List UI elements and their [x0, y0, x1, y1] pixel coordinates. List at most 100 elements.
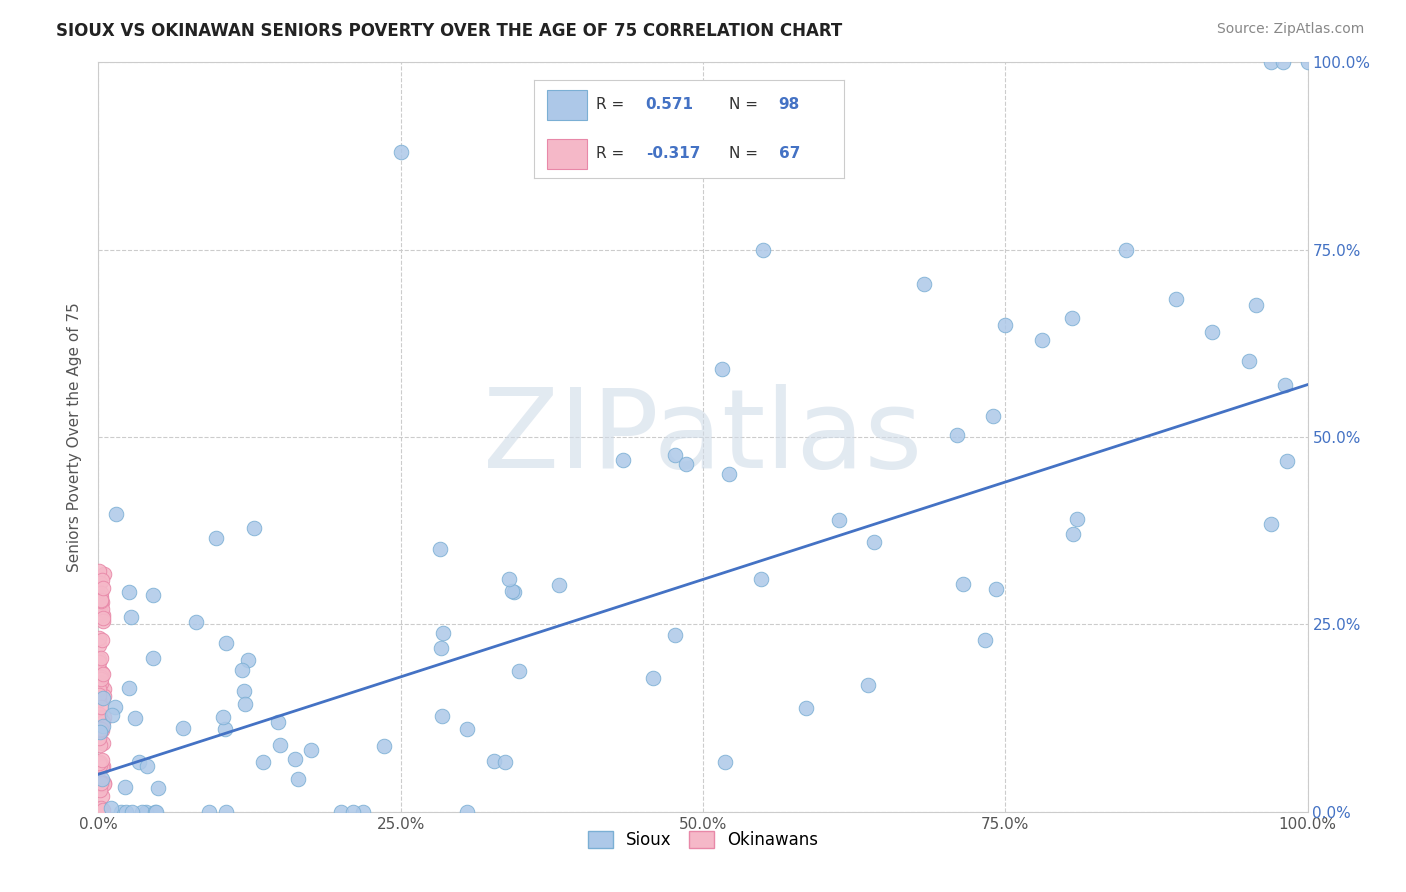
- Point: [90, 675, 112, 690]
- Point: [432, 626, 454, 640]
- Point: [198, 805, 221, 819]
- Point: [91, 666, 114, 681]
- Point: [91, 759, 114, 773]
- Point: [104, 508, 127, 522]
- Point: [93, 681, 115, 696]
- Point: [827, 513, 849, 527]
- Point: [752, 243, 775, 257]
- Point: [1166, 292, 1188, 306]
- Point: [93, 776, 115, 790]
- Point: [87, 638, 110, 652]
- Point: [90, 594, 112, 608]
- Point: [1201, 325, 1223, 339]
- Text: R =: R =: [596, 146, 624, 161]
- Point: [269, 738, 291, 752]
- Point: [87, 652, 110, 666]
- Point: [231, 664, 253, 678]
- Point: [994, 318, 1017, 332]
- Point: [717, 467, 740, 481]
- Point: [89, 724, 111, 739]
- Point: [89, 723, 111, 737]
- Point: [87, 707, 110, 722]
- Point: [184, 615, 207, 630]
- Point: [87, 631, 110, 645]
- Point: [90, 574, 112, 588]
- Point: [89, 598, 111, 612]
- Point: [135, 805, 157, 819]
- Point: [87, 681, 110, 696]
- Point: [456, 805, 478, 819]
- Point: [232, 684, 254, 698]
- Text: -0.317: -0.317: [645, 146, 700, 161]
- Point: [1237, 353, 1260, 368]
- Point: [89, 576, 111, 591]
- Point: [946, 428, 969, 442]
- Point: [87, 564, 110, 578]
- Point: [342, 805, 364, 819]
- Point: [675, 457, 697, 471]
- Text: SIOUX VS OKINAWAN SENIORS POVERTY OVER THE AGE OF 75 CORRELATION CHART: SIOUX VS OKINAWAN SENIORS POVERTY OVER T…: [56, 22, 842, 40]
- Point: [862, 534, 884, 549]
- Point: [749, 572, 772, 586]
- Point: [91, 582, 114, 596]
- Point: [146, 780, 169, 795]
- Point: [91, 719, 114, 733]
- Point: [89, 677, 111, 691]
- Point: [548, 578, 571, 592]
- Point: [1260, 516, 1282, 531]
- Text: N =: N =: [730, 97, 758, 112]
- Point: [110, 805, 132, 819]
- Bar: [547, 90, 586, 120]
- Point: [664, 448, 686, 462]
- Point: [117, 681, 139, 695]
- Point: [1060, 310, 1083, 325]
- Point: [91, 667, 114, 681]
- Point: [89, 607, 111, 621]
- Point: [87, 692, 110, 706]
- Point: [89, 608, 111, 623]
- Point: [503, 584, 526, 599]
- Point: [90, 593, 112, 607]
- Point: [267, 714, 290, 729]
- Point: [284, 752, 307, 766]
- Point: [91, 723, 114, 737]
- Point: [124, 711, 146, 725]
- Point: [90, 805, 112, 819]
- Point: [429, 640, 451, 655]
- Point: [432, 708, 454, 723]
- Point: [90, 801, 112, 815]
- Point: [90, 651, 112, 665]
- Point: [287, 772, 309, 786]
- Point: [429, 542, 451, 557]
- Point: [456, 722, 478, 736]
- Point: [87, 756, 110, 771]
- Point: [90, 595, 112, 609]
- Point: [90, 789, 112, 803]
- Point: [1296, 55, 1319, 70]
- Point: [1115, 243, 1137, 257]
- Point: [104, 700, 127, 714]
- Point: [114, 780, 136, 795]
- Bar: [547, 139, 586, 169]
- Point: [984, 582, 1007, 596]
- Point: [1246, 298, 1268, 312]
- Point: [93, 566, 115, 581]
- Point: [172, 721, 194, 735]
- Point: [142, 650, 165, 665]
- Point: [90, 670, 112, 684]
- Point: [93, 689, 115, 703]
- Point: [1066, 512, 1088, 526]
- Point: [89, 606, 111, 620]
- Point: [981, 409, 1004, 423]
- Point: [90, 722, 112, 736]
- Text: Source: ZipAtlas.com: Source: ZipAtlas.com: [1216, 22, 1364, 37]
- Point: [711, 362, 734, 376]
- Point: [1031, 333, 1053, 347]
- Point: [212, 710, 235, 724]
- Point: [235, 697, 257, 711]
- Point: [329, 805, 352, 819]
- Point: [87, 662, 110, 676]
- Text: 0.571: 0.571: [645, 97, 693, 112]
- Y-axis label: Seniors Poverty Over the Age of 75: Seniors Poverty Over the Age of 75: [67, 302, 83, 572]
- Point: [91, 803, 114, 817]
